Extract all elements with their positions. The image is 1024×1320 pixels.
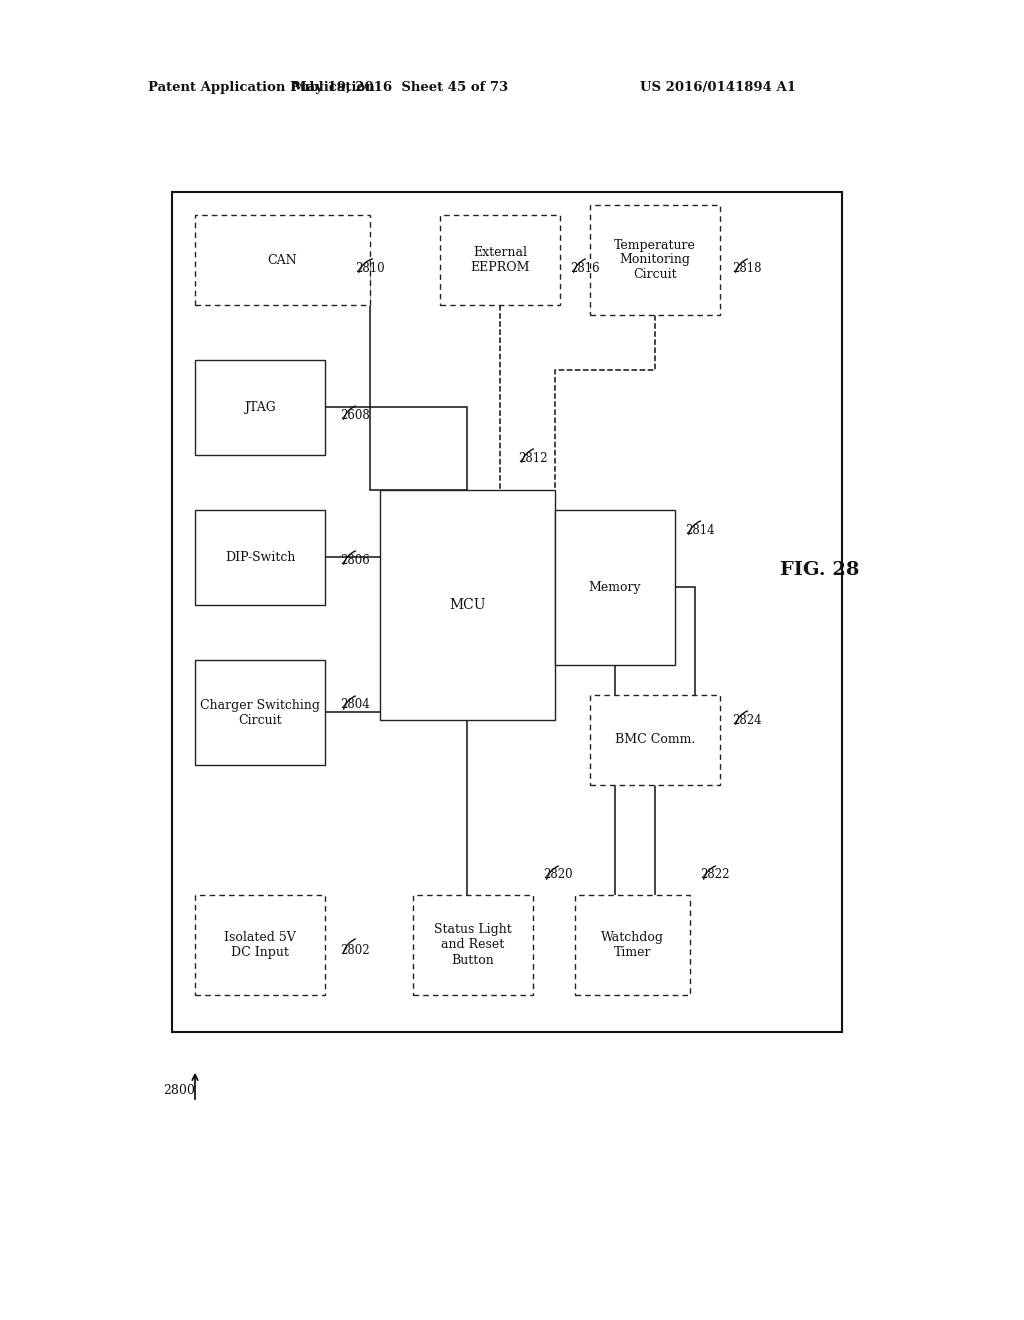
Bar <box>195 510 325 605</box>
Bar <box>172 191 842 1032</box>
Text: Charger Switching
Circuit: Charger Switching Circuit <box>200 698 319 726</box>
Bar <box>590 205 720 315</box>
Bar <box>195 360 325 455</box>
Text: External
EEPROM: External EEPROM <box>470 246 529 275</box>
Text: BMC Comm.: BMC Comm. <box>614 734 695 747</box>
Text: US 2016/0141894 A1: US 2016/0141894 A1 <box>640 82 796 95</box>
Text: Memory: Memory <box>589 581 641 594</box>
Text: 2810: 2810 <box>355 261 385 275</box>
Text: 2818: 2818 <box>732 261 762 275</box>
Text: FIG. 28: FIG. 28 <box>780 561 860 579</box>
Text: 2816: 2816 <box>570 261 600 275</box>
Text: 2822: 2822 <box>700 869 729 882</box>
Text: Patent Application Publication: Patent Application Publication <box>148 82 375 95</box>
Text: CAN: CAN <box>267 253 297 267</box>
Text: 2812: 2812 <box>518 451 548 465</box>
Text: 2820: 2820 <box>543 869 572 882</box>
Text: Temperature
Monitoring
Circuit: Temperature Monitoring Circuit <box>614 239 696 281</box>
Text: May 19, 2016  Sheet 45 of 73: May 19, 2016 Sheet 45 of 73 <box>292 82 508 95</box>
Text: 2824: 2824 <box>732 714 762 726</box>
Bar <box>440 215 560 305</box>
Bar <box>590 696 720 785</box>
Text: 2802: 2802 <box>340 944 370 957</box>
Text: DIP-Switch: DIP-Switch <box>225 550 295 564</box>
Bar <box>195 895 325 995</box>
Bar <box>195 660 325 766</box>
Text: 2804: 2804 <box>340 698 370 711</box>
Bar <box>380 490 555 719</box>
Text: 2800: 2800 <box>163 1084 195 1097</box>
Text: 2806: 2806 <box>340 553 370 566</box>
Bar <box>555 510 675 665</box>
Text: Watchdog
Timer: Watchdog Timer <box>601 931 664 960</box>
Text: 2814: 2814 <box>685 524 715 536</box>
Text: JTAG: JTAG <box>244 401 275 414</box>
Text: Status Light
and Reset
Button: Status Light and Reset Button <box>434 924 512 966</box>
Bar <box>575 895 690 995</box>
Bar <box>195 215 370 305</box>
Text: Isolated 5V
DC Input: Isolated 5V DC Input <box>224 931 296 960</box>
Text: MCU: MCU <box>450 598 485 612</box>
Text: 2608: 2608 <box>340 408 370 421</box>
Bar <box>413 895 534 995</box>
